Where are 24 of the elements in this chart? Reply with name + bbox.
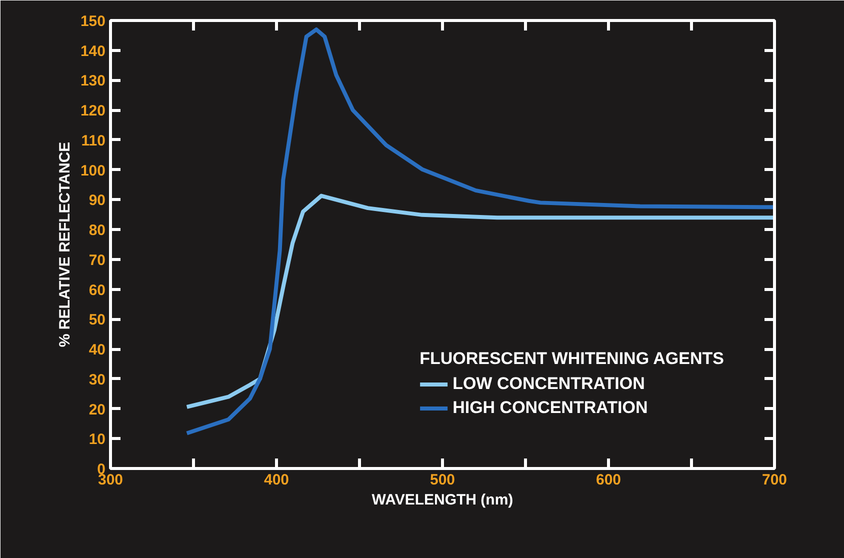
x-tick-label: 700 (762, 472, 788, 488)
legend-label: LOW CONCENTRATION (452, 374, 645, 394)
x-axis-title: WAVELENGTH (nm) (372, 492, 514, 508)
y-tick-label: 50 (88, 312, 106, 329)
x-tick-label: 500 (430, 472, 456, 488)
y-tick-label: 120 (80, 102, 106, 120)
y-tick-label: 110 (81, 132, 106, 150)
x-tick-label: 600 (596, 472, 622, 488)
y-tick-label: 40 (88, 342, 106, 359)
x-tick-label: 400 (264, 472, 290, 488)
y-tick-label: 80 (88, 222, 106, 240)
y-tick-label: 70 (88, 252, 106, 269)
y-tick-label: 20 (88, 401, 106, 418)
y-tick-label: 140 (80, 42, 106, 60)
legend-label: HIGH CONCENTRATION (452, 398, 648, 418)
y-tick-label: 60 (88, 282, 106, 299)
y-tick-label: 150 (80, 13, 106, 30)
y-tick-label: 10 (88, 431, 106, 448)
y-tick-label: 100 (80, 162, 106, 180)
y-tick-label: 90 (88, 192, 106, 210)
legend-title: FLUORESCENT WHITENING AGENTS (420, 349, 724, 369)
y-axis-title: % RELATIVE REFLECTANCE (56, 142, 74, 348)
y-tick-label: 130 (80, 72, 106, 90)
y-tick-label: 30 (88, 371, 106, 388)
